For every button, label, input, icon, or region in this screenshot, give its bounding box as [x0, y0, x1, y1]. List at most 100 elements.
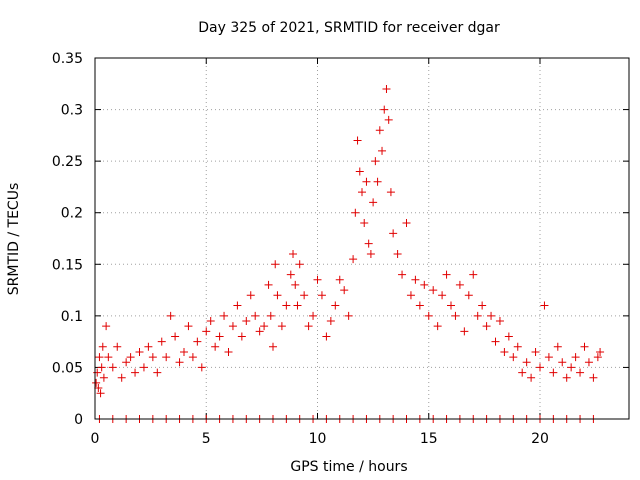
- data-point: [571, 353, 580, 362]
- data-point: [478, 301, 487, 310]
- data-point: [224, 347, 233, 356]
- data-point: [94, 384, 103, 393]
- data-point: [596, 347, 605, 356]
- data-point: [117, 373, 126, 382]
- data-point: [144, 342, 153, 351]
- data-point: [139, 363, 148, 372]
- data-point: [473, 311, 482, 320]
- data-point: [373, 177, 382, 186]
- data-point: [411, 275, 420, 284]
- data-point: [304, 322, 313, 331]
- data-point: [469, 270, 478, 279]
- grid: [94, 57, 629, 420]
- data-point: [242, 317, 251, 326]
- data-point: [495, 317, 504, 326]
- data-point: [398, 270, 407, 279]
- data-point: [171, 332, 180, 341]
- data-point: [157, 337, 166, 346]
- data-point: [215, 332, 224, 341]
- data-point: [291, 280, 300, 289]
- data-point: [464, 291, 473, 300]
- data-point: [271, 260, 280, 269]
- data-point: [513, 342, 522, 351]
- data-point: [406, 291, 415, 300]
- data-point: [527, 373, 536, 382]
- data-point: [153, 368, 162, 377]
- data-point: [251, 311, 260, 320]
- data-point: [266, 311, 275, 320]
- data-point: [415, 301, 424, 310]
- data-point: [433, 322, 442, 331]
- data-point: [580, 342, 589, 351]
- y-tick-label: 0.15: [52, 257, 83, 273]
- data-point: [331, 301, 340, 310]
- data-point: [206, 317, 215, 326]
- x-tick-label: 10: [309, 431, 327, 447]
- data-point: [102, 322, 111, 331]
- data-point: [286, 270, 295, 279]
- y-tick-label: 0.05: [52, 360, 83, 376]
- data-point: [344, 311, 353, 320]
- data-point: [355, 167, 364, 176]
- data-point: [317, 291, 326, 300]
- data-point: [589, 373, 598, 382]
- data-point: [584, 358, 593, 367]
- chart-title: Day 325 of 2021, SRMTID for receiver dga…: [198, 20, 500, 36]
- data-point: [264, 280, 273, 289]
- data-point: [362, 177, 371, 186]
- data-point: [364, 239, 373, 248]
- data-point: [509, 353, 518, 362]
- data-point: [295, 260, 304, 269]
- data-point: [360, 219, 369, 228]
- data-point: [375, 126, 384, 135]
- data-point: [188, 353, 197, 362]
- data-point: [98, 342, 107, 351]
- data-point: [531, 347, 540, 356]
- data-point: [95, 353, 104, 362]
- data-point: [166, 311, 175, 320]
- data-point: [93, 368, 102, 377]
- data-point: [402, 219, 411, 228]
- data-point: [289, 249, 298, 258]
- x-tick-label: 0: [91, 431, 100, 447]
- data-point: [211, 342, 220, 351]
- data-point: [340, 286, 349, 295]
- data-point: [246, 291, 255, 300]
- data-point: [371, 157, 380, 166]
- data-point: [558, 358, 567, 367]
- data-point: [424, 311, 433, 320]
- data-point: [228, 322, 237, 331]
- data-point: [487, 311, 496, 320]
- data-point: [460, 327, 469, 336]
- y-tick-label: 0: [74, 412, 83, 428]
- data-point: [99, 373, 108, 382]
- data-point: [260, 322, 269, 331]
- x-axis-label: GPS time / hours: [290, 459, 407, 475]
- data-point: [122, 358, 131, 367]
- data-point: [322, 332, 331, 341]
- x-tick-label: 20: [531, 431, 549, 447]
- data-point: [282, 301, 291, 310]
- data-points: [92, 84, 605, 423]
- data-point: [309, 311, 318, 320]
- data-point: [135, 347, 144, 356]
- data-point: [553, 342, 562, 351]
- data-point: [393, 249, 402, 258]
- data-point: [491, 337, 500, 346]
- data-point: [175, 358, 184, 367]
- data-point: [382, 84, 391, 93]
- y-tick-label: 0.35: [52, 51, 83, 67]
- data-point: [540, 301, 549, 310]
- data-point: [384, 115, 393, 124]
- x-tick-label: 5: [202, 431, 211, 447]
- data-point: [180, 347, 188, 356]
- data-point: [366, 249, 375, 258]
- data-point: [131, 368, 140, 377]
- data-point: [500, 347, 509, 356]
- data-point: [389, 229, 398, 238]
- data-point: [349, 255, 358, 264]
- data-point: [447, 301, 455, 310]
- data-point: [353, 136, 362, 145]
- data-point: [562, 373, 571, 382]
- y-tick-label: 0.2: [61, 206, 83, 222]
